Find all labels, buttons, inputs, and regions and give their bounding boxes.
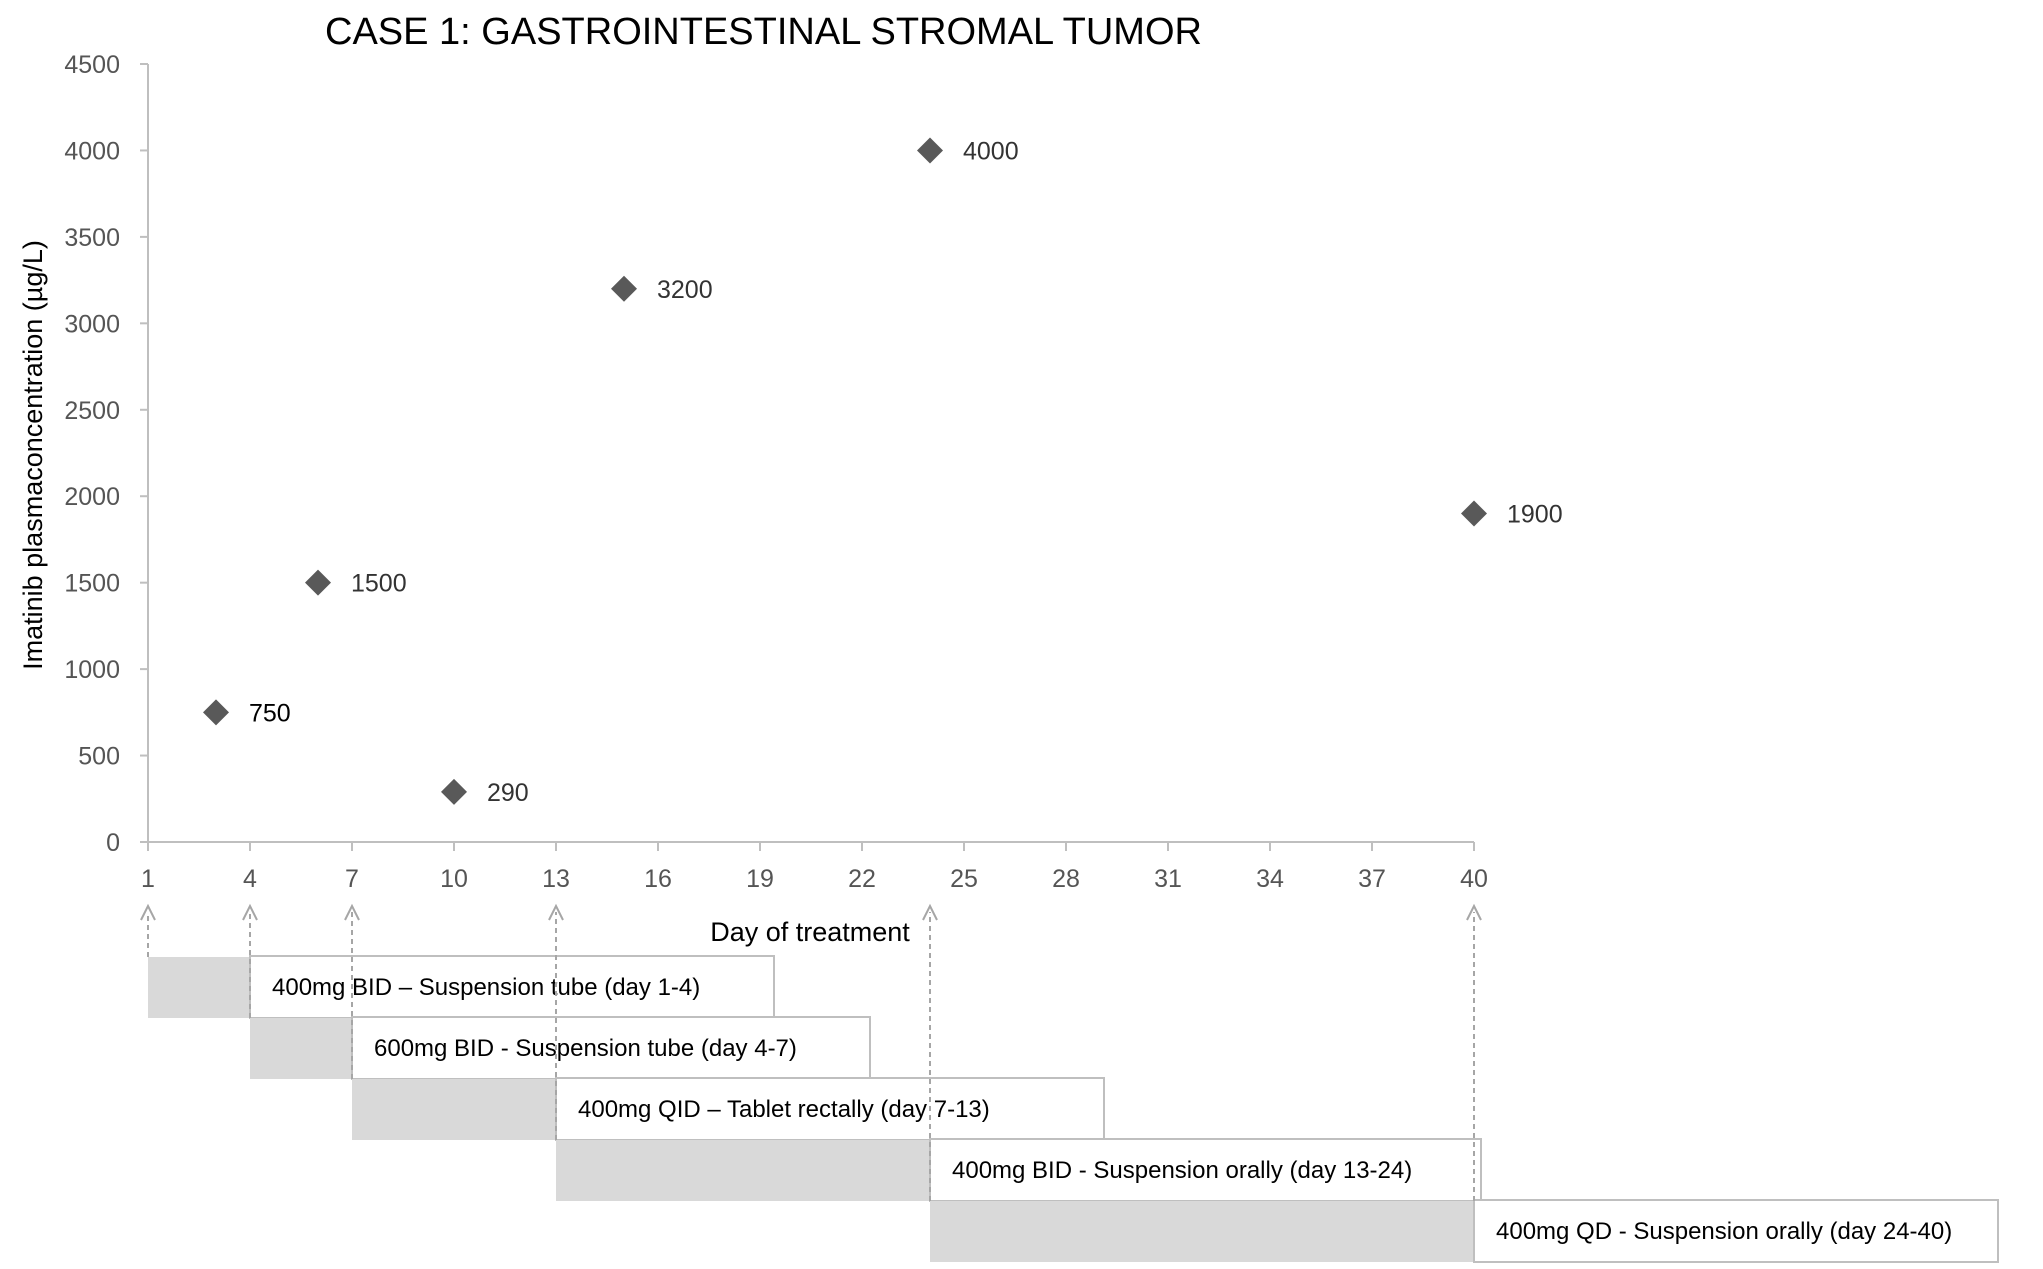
regimen-bar <box>556 1140 930 1201</box>
y-tick-label: 2000 <box>64 483 120 511</box>
regimen-bar <box>352 1079 556 1140</box>
data-labels: 750 1500 290 3200 4000 1900 <box>249 137 1563 806</box>
x-tick-label: 31 <box>1154 865 1182 893</box>
y-tick-label: 3000 <box>64 310 120 338</box>
y-tick-label: 4500 <box>64 51 120 79</box>
data-point-marker <box>1461 500 1487 527</box>
data-point-label: 1500 <box>351 570 407 598</box>
data-point-label: 1900 <box>1507 501 1563 529</box>
x-tick-label: 22 <box>848 865 876 893</box>
x-tick-label: 19 <box>746 865 774 893</box>
y-axis-ticks: 0 500 1000 1500 2000 2500 3000 3500 4000 4500 <box>64 51 148 857</box>
y-tick-label: 4000 <box>64 137 120 165</box>
regimen-label: 400mg QD - Suspension orally (day 24-40) <box>1496 1218 1952 1245</box>
y-tick-label: 2500 <box>64 397 120 425</box>
regimen-bar <box>930 1201 1474 1262</box>
regimen-bar <box>148 957 250 1018</box>
regimen-bar <box>250 1018 352 1079</box>
regimen-label-box <box>1473 1199 1999 1263</box>
data-point-marker <box>305 569 331 596</box>
data-point-marker <box>611 275 637 302</box>
regimen-arrow-head <box>1466 903 1482 921</box>
y-tick-label: 3500 <box>64 224 120 252</box>
regimen-label-box <box>929 1138 1482 1202</box>
regimen-label: 400mg BID – Suspension tube (day 1-4) <box>272 974 700 1001</box>
data-point-label: 4000 <box>963 137 1019 165</box>
data-point-label: 750 <box>249 699 291 727</box>
regimen-label: 400mg QID – Tablet rectally (day 7-13) <box>578 1096 990 1123</box>
y-axis-label: Imatinib plasmaconcentration (µg/L) <box>18 240 48 670</box>
regimen-arrow-head <box>548 903 564 921</box>
regimen-label: 400mg BID - Suspension orally (day 13-24… <box>952 1157 1412 1184</box>
y-tick-label: 0 <box>106 829 120 857</box>
y-tick-label: 1500 <box>64 570 120 598</box>
x-tick-label: 10 <box>440 865 468 893</box>
data-points <box>203 137 1487 805</box>
regimen-arrow-head <box>344 903 360 921</box>
x-tick-label: 7 <box>345 865 359 893</box>
x-tick-label: 34 <box>1256 865 1284 893</box>
data-point-marker <box>441 778 467 805</box>
y-tick-label: 500 <box>78 743 120 771</box>
y-tick-label: 1000 <box>64 656 120 684</box>
data-point-marker <box>917 137 943 164</box>
x-tick-label: 40 <box>1460 865 1488 893</box>
chart-title: CASE 1: GASTROINTESTINAL STROMAL TUMOR <box>325 11 1202 53</box>
x-tick-label: 4 <box>243 865 257 893</box>
data-point-label: 290 <box>487 779 529 807</box>
regimen-label: 600mg BID - Suspension tube (day 4-7) <box>374 1035 797 1062</box>
regimen-arrow-head <box>242 903 258 921</box>
regimen-timeline: 400mg BID – Suspension tube (day 1-4) 600… <box>148 955 1999 1263</box>
x-axis-ticks: 1 4 7 10 13 16 19 22 25 28 31 34 37 40 <box>141 842 1488 893</box>
regimen-arrow-head <box>922 903 938 921</box>
data-point-marker <box>203 699 229 726</box>
x-axis-label: Day of treatment <box>710 917 910 947</box>
x-tick-label: 25 <box>950 865 978 893</box>
x-tick-label: 28 <box>1052 865 1080 893</box>
regimen-arrow-head <box>140 903 156 921</box>
x-tick-label: 1 <box>141 865 155 893</box>
regimen-arrows <box>140 903 1482 1201</box>
x-tick-label: 13 <box>542 865 570 893</box>
x-tick-label: 37 <box>1358 865 1386 893</box>
axes <box>147 64 1474 843</box>
x-tick-label: 16 <box>644 865 672 893</box>
data-point-label: 3200 <box>657 276 713 304</box>
